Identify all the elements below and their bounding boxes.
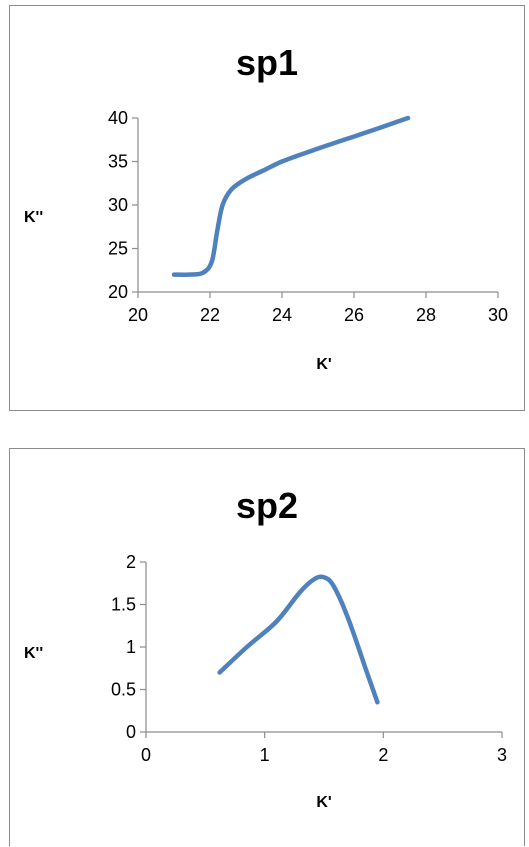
- y-tick-label: 20: [108, 282, 128, 302]
- x-axis-label: K': [316, 356, 331, 373]
- x-tick-label: 3: [497, 745, 507, 765]
- x-tick-label: 28: [416, 305, 436, 325]
- series: [171, 115, 411, 277]
- axes: [132, 117, 499, 298]
- series: [217, 574, 380, 705]
- chart-title: sp1: [236, 42, 298, 83]
- y-tick-label: 35: [108, 152, 128, 172]
- y-tick-label: 2: [126, 552, 136, 572]
- x-tick-label: 24: [272, 305, 292, 325]
- tick-labels: 0 0.5 1 1.5 2 0 1 2 3: [111, 552, 507, 765]
- axes: [140, 561, 503, 738]
- x-tick-label: 26: [344, 305, 364, 325]
- y-axis-label: K'': [24, 645, 43, 662]
- y-tick-label: 30: [108, 195, 128, 215]
- x-tick-label: 20: [128, 305, 148, 325]
- chart-sp2: sp2 0 0.5 1 1.5 2 0 1 2 3 K'' K': [24, 485, 507, 811]
- y-tick-label: 25: [108, 239, 128, 259]
- x-axis-label: K': [316, 794, 331, 811]
- x-tick-label: 0: [141, 745, 151, 765]
- x-tick-label: 2: [378, 745, 388, 765]
- y-tick-label: 1: [126, 637, 136, 657]
- x-tick-label: 1: [260, 745, 270, 765]
- y-tick-label: 1.5: [111, 595, 136, 615]
- y-axis-label: K'': [24, 209, 43, 226]
- x-tick-label: 30: [488, 305, 508, 325]
- y-tick-label: 0: [126, 722, 136, 742]
- y-tick-label: 0.5: [111, 680, 136, 700]
- chart-sp1: sp1 20 25 30 35 40 20 22 24 26 28 30 K'' K': [24, 42, 508, 373]
- series-line: [217, 574, 380, 705]
- x-tick-label: 22: [200, 305, 220, 325]
- tick-labels: 20 25 30 35 40 20 22 24 26 28 30: [108, 108, 508, 325]
- chart-panel-sp2: sp2 0 0.5 1 1.5 2 0 1 2 3 K'' K': [9, 448, 525, 846]
- series-line: [171, 115, 411, 277]
- y-tick-label: 40: [108, 108, 128, 128]
- chart-title: sp2: [236, 485, 298, 526]
- chart-panel-sp1: sp1 20 25 30 35 40 20 22 24 26 28 30 K'' K': [9, 5, 525, 411]
